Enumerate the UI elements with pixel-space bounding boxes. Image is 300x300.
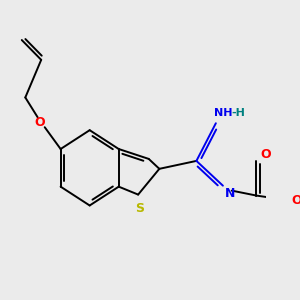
- Text: O: O: [292, 194, 300, 207]
- Text: S: S: [135, 202, 144, 215]
- Text: N: N: [225, 187, 235, 200]
- Text: -H: -H: [232, 108, 246, 118]
- Text: NH: NH: [214, 108, 232, 118]
- Text: O: O: [260, 148, 271, 161]
- Text: O: O: [34, 116, 45, 129]
